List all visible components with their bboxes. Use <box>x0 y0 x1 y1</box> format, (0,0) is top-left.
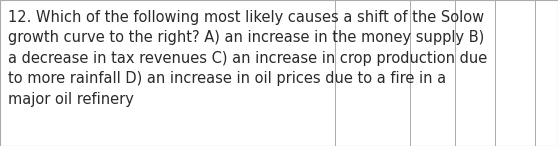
Text: 12. Which of the following most likely causes a shift of the Solow
growth curve : 12. Which of the following most likely c… <box>8 10 487 107</box>
